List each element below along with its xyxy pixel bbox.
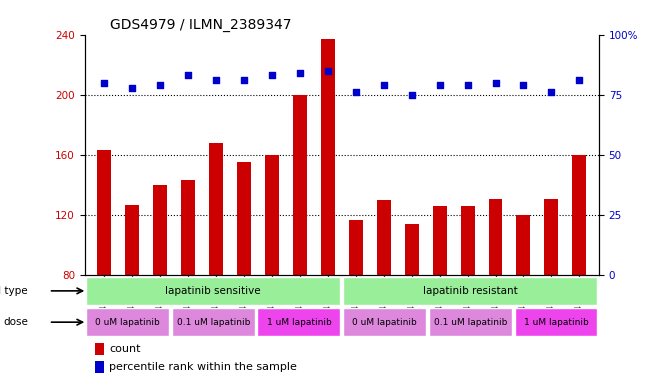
Point (574, 77, 585, 83)
Point (295, 70, 305, 76)
Text: lapatinib resistant: lapatinib resistant (423, 286, 518, 296)
Bar (86, 277, 340, 305)
Bar (405, 224, 419, 275)
Bar (433, 206, 447, 275)
Point (99, 79, 109, 86)
Bar (237, 162, 251, 275)
Point (378, 82, 389, 88)
Point (155, 82, 165, 88)
Bar (125, 205, 139, 275)
Bar (95, 361, 104, 373)
Text: 0 uM lapatinib: 0 uM lapatinib (95, 318, 160, 327)
Bar (488, 199, 503, 275)
Text: 0 uM lapatinib: 0 uM lapatinib (352, 318, 417, 327)
Bar (544, 199, 559, 275)
Point (183, 73, 193, 79)
Text: cell type: cell type (0, 286, 28, 296)
Point (462, 82, 473, 88)
Point (490, 79, 501, 86)
Bar (86, 308, 169, 336)
Point (350, 89, 361, 95)
Text: 1 uM lapatinib: 1 uM lapatinib (523, 318, 589, 327)
Point (127, 84, 137, 91)
Point (518, 82, 529, 88)
Text: count: count (109, 344, 141, 354)
Point (267, 73, 277, 79)
Text: 1 uM lapatinib: 1 uM lapatinib (266, 318, 331, 327)
Bar (265, 155, 279, 275)
Bar (209, 143, 223, 275)
Bar (343, 277, 598, 305)
Bar (293, 95, 307, 275)
Bar (181, 180, 195, 275)
Text: 0.1 uM lapatinib: 0.1 uM lapatinib (434, 318, 507, 327)
Point (434, 82, 445, 88)
Bar (153, 185, 167, 275)
Text: lapatinib sensitive: lapatinib sensitive (165, 286, 261, 296)
Point (239, 77, 249, 83)
Text: 0.1 uM lapatinib: 0.1 uM lapatinib (176, 318, 250, 327)
Point (323, 68, 333, 74)
Bar (349, 220, 363, 275)
Bar (460, 206, 475, 275)
Bar (429, 308, 512, 336)
Bar (172, 308, 255, 336)
Point (546, 89, 557, 95)
Bar (515, 308, 598, 336)
Text: GDS4979 / ILMN_2389347: GDS4979 / ILMN_2389347 (111, 18, 292, 32)
Text: percentile rank within the sample: percentile rank within the sample (109, 362, 298, 372)
Bar (377, 200, 391, 275)
Bar (516, 215, 531, 275)
Bar (95, 343, 104, 355)
Bar (258, 308, 340, 336)
Bar (343, 308, 426, 336)
Text: dose: dose (3, 317, 28, 327)
Point (406, 92, 417, 98)
Bar (572, 155, 587, 275)
Bar (321, 39, 335, 275)
Bar (97, 151, 111, 275)
Point (211, 77, 221, 83)
